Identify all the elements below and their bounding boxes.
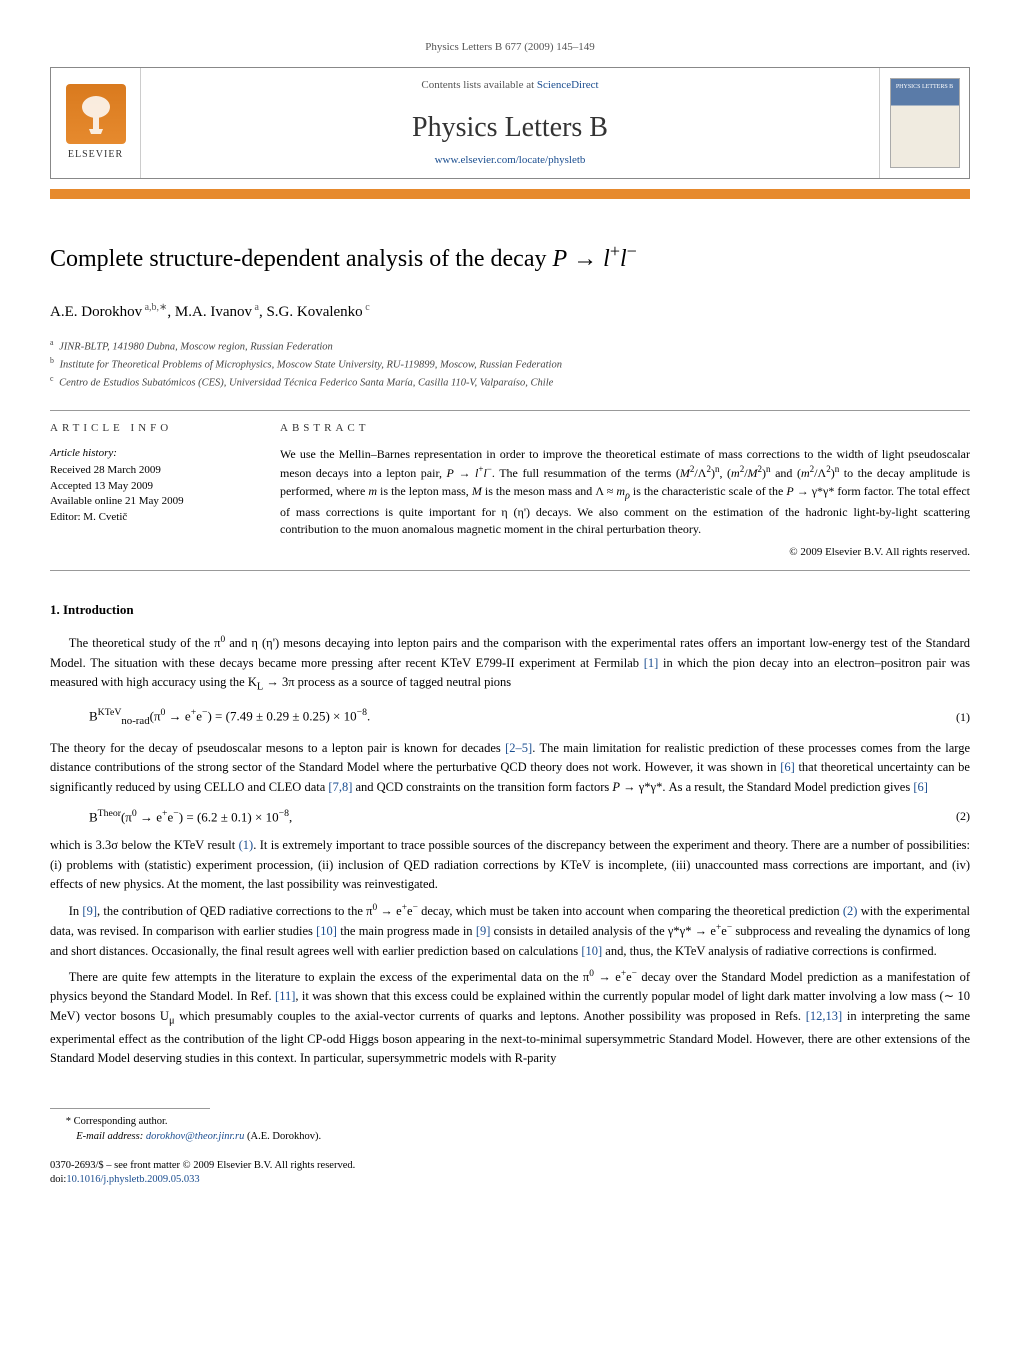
doi-link[interactable]: 10.1016/j.physletb.2009.05.033 bbox=[66, 1174, 199, 1185]
affiliations: a JINR-BLTP, 141980 Dubna, Moscow region… bbox=[50, 337, 970, 392]
abstract-column: ABSTRACT We use the Mellin–Barnes repres… bbox=[280, 421, 970, 560]
cover-thumbnail: PHYSICS LETTERS B bbox=[890, 78, 960, 168]
paragraph-3: which is 3.3σ below the KTeV result (1).… bbox=[50, 836, 970, 894]
equation-2-body: BTheor(π0 → e+e−) = (6.2 ± 0.1) × 10−8, bbox=[89, 807, 930, 827]
ref-link[interactable]: [10] bbox=[316, 924, 337, 938]
ref-link[interactable]: [10] bbox=[581, 944, 602, 958]
cover-label: PHYSICS LETTERS B bbox=[895, 83, 955, 91]
abstract-head: ABSTRACT bbox=[280, 421, 970, 436]
editor: Editor: M. Cvetič bbox=[50, 510, 250, 525]
journal-header: ELSEVIER Contents lists available at Sci… bbox=[50, 67, 970, 179]
contents-prefix: Contents lists available at bbox=[421, 79, 536, 91]
doi-block: 0370-2693/$ – see front matter © 2009 El… bbox=[50, 1159, 970, 1188]
equation-1-number: (1) bbox=[930, 709, 970, 726]
doi-label: doi: bbox=[50, 1174, 66, 1185]
divider bbox=[50, 570, 970, 571]
journal-title: Physics Letters B bbox=[161, 108, 859, 147]
section-1-head: 1. Introduction bbox=[50, 601, 970, 619]
article-info-column: ARTICLE INFO Article history: Received 2… bbox=[50, 421, 250, 560]
affiliation-line: b Institute for Theoretical Problems of … bbox=[50, 355, 970, 373]
history-label: Article history: bbox=[50, 446, 250, 461]
email-name: (A.E. Dorokhov). bbox=[244, 1131, 321, 1142]
journal-cover: PHYSICS LETTERS B bbox=[879, 68, 969, 178]
equation-2: BTheor(π0 → e+e−) = (6.2 ± 0.1) × 10−8, … bbox=[50, 807, 970, 827]
ref-link[interactable]: [9] bbox=[476, 924, 491, 938]
journal-url: www.elsevier.com/locate/physletb bbox=[161, 153, 859, 168]
elsevier-tree-icon bbox=[66, 84, 126, 144]
authors: A.E. Dorokhov a,b,∗, M.A. Ivanov a, S.G.… bbox=[50, 301, 970, 323]
ref-link[interactable]: [11] bbox=[275, 989, 295, 1003]
ref-link[interactable]: [9] bbox=[82, 904, 97, 918]
affiliation-line: c Centro de Estudios Subatómicos (CES), … bbox=[50, 373, 970, 391]
ref-link[interactable]: [1] bbox=[644, 656, 659, 670]
elsevier-text: ELSEVIER bbox=[68, 148, 123, 162]
equation-2-number: (2) bbox=[930, 808, 970, 825]
accepted-date: Accepted 13 May 2009 bbox=[50, 479, 250, 494]
divider bbox=[50, 410, 970, 411]
equation-1: BKTeVno-rad(π0 → e+e−) = (7.49 ± 0.29 ± … bbox=[50, 706, 970, 729]
paragraph-4: In [9], the contribution of QED radiativ… bbox=[50, 901, 970, 961]
email-link[interactable]: dorokhov@theor.jinr.ru bbox=[146, 1131, 245, 1142]
ref-link[interactable]: [2–5] bbox=[505, 741, 532, 755]
article-title: Complete structure-dependent analysis of… bbox=[50, 239, 970, 277]
email-label: E-mail address: bbox=[76, 1131, 146, 1142]
eq-ref[interactable]: (1) bbox=[239, 838, 254, 852]
front-matter: 0370-2693/$ – see front matter © 2009 El… bbox=[50, 1159, 970, 1174]
elsevier-logo: ELSEVIER bbox=[51, 68, 141, 178]
article-info-head: ARTICLE INFO bbox=[50, 421, 250, 436]
received-date: Received 28 March 2009 bbox=[50, 463, 250, 478]
contents-available: Contents lists available at ScienceDirec… bbox=[161, 78, 859, 93]
ref-link[interactable]: [7,8] bbox=[328, 780, 352, 794]
journal-reference: Physics Letters B 677 (2009) 145–149 bbox=[50, 40, 970, 55]
journal-url-link[interactable]: www.elsevier.com/locate/physletb bbox=[435, 154, 586, 166]
footer-separator bbox=[50, 1108, 210, 1109]
paragraph-1: The theoretical study of the π0 and η (η… bbox=[50, 633, 970, 696]
paragraph-2: The theory for the decay of pseudoscalar… bbox=[50, 739, 970, 797]
ref-link[interactable]: [12,13] bbox=[806, 1009, 842, 1023]
paragraph-5: There are quite few attempts in the lite… bbox=[50, 967, 970, 1068]
email-line: E-mail address: dorokhov@theor.jinr.ru (… bbox=[76, 1130, 970, 1145]
corresponding-author: * Corresponding author. bbox=[66, 1115, 970, 1130]
eq-ref[interactable]: (2) bbox=[843, 904, 858, 918]
orange-divider-bar bbox=[50, 189, 970, 199]
ref-link[interactable]: [6] bbox=[913, 780, 928, 794]
abstract-copyright: © 2009 Elsevier B.V. All rights reserved… bbox=[280, 545, 970, 560]
abstract-text: We use the Mellin–Barnes representation … bbox=[280, 446, 970, 538]
equation-1-body: BKTeVno-rad(π0 → e+e−) = (7.49 ± 0.29 ± … bbox=[89, 706, 930, 729]
ref-link[interactable]: [6] bbox=[780, 760, 795, 774]
online-date: Available online 21 May 2009 bbox=[50, 494, 250, 509]
affiliation-line: a JINR-BLTP, 141980 Dubna, Moscow region… bbox=[50, 337, 970, 355]
sciencedirect-link[interactable]: ScienceDirect bbox=[537, 79, 599, 91]
